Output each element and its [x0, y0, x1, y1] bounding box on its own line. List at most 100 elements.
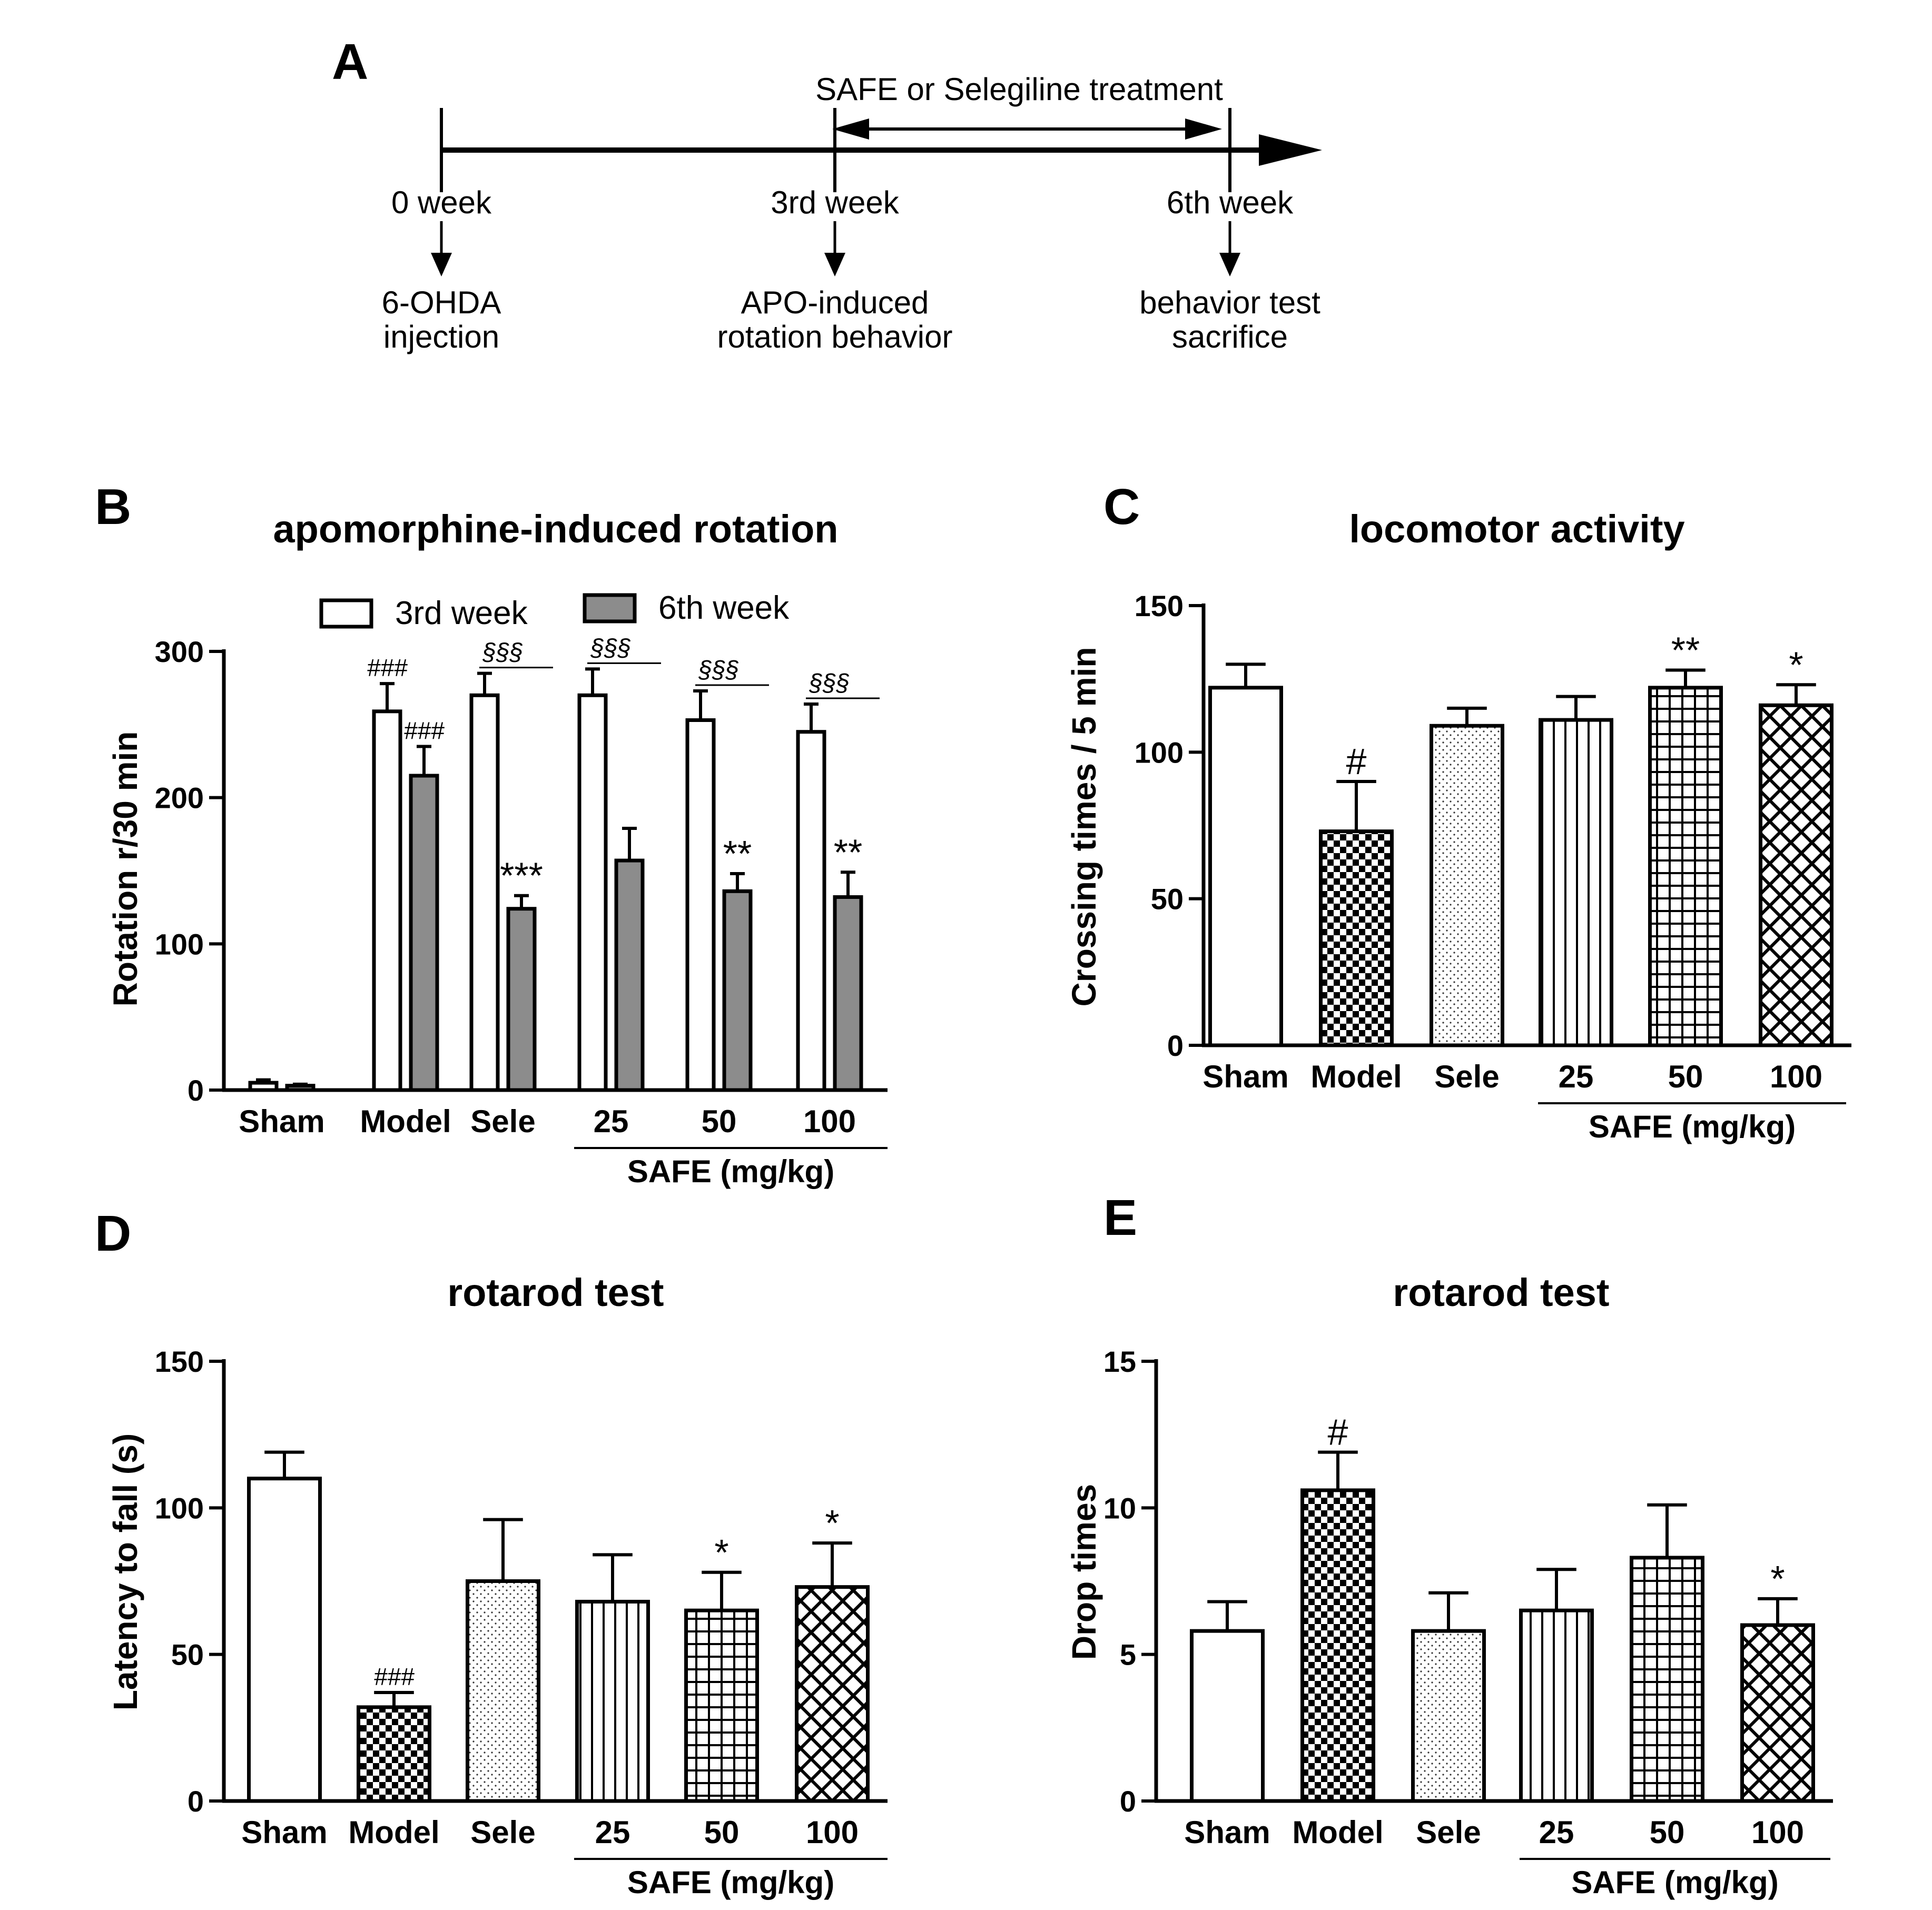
bar	[575, 1599, 650, 1803]
section-mark: §§§	[809, 669, 850, 696]
timeline-arrowhead	[1259, 134, 1322, 166]
significance-label: **	[834, 832, 862, 873]
bar	[614, 858, 645, 1092]
bar	[1300, 1488, 1375, 1803]
panel-letter-e: E	[1103, 1190, 1137, 1246]
x-tick-label: 100	[1770, 1059, 1822, 1094]
bar	[1319, 829, 1394, 1047]
rotarod-drop-chart: rotarod test Drop times 0 5 10 15 Sham Model Sel…	[1065, 1271, 1833, 1900]
x-tick-label: 50	[1650, 1815, 1685, 1850]
bar	[1208, 686, 1283, 1047]
y-tick-label: 50	[171, 1638, 204, 1671]
legend-swatch	[583, 593, 637, 624]
timeline-time: 3rd week	[771, 185, 899, 220]
y-tick-label: 100	[155, 1491, 204, 1525]
y-tick-label: 50	[1151, 883, 1184, 916]
x-tick-label: Sele	[1434, 1059, 1499, 1094]
y-tick-label: 150	[155, 1345, 204, 1378]
significance-label: **	[1671, 629, 1700, 670]
x-tick-label: Model	[348, 1815, 439, 1850]
section-mark: §§§	[482, 638, 524, 666]
timeline-event-line1: behavior test	[1139, 285, 1320, 320]
treatment-arrow-right	[1185, 118, 1222, 140]
treatment-label: SAFE or Selegiline treatment	[815, 72, 1223, 107]
chart-title: rotarod test	[447, 1271, 664, 1314]
significance-label: *	[825, 1502, 839, 1543]
bar	[1759, 703, 1834, 1047]
significance-label: **	[723, 833, 752, 874]
x-tick-label: 25	[1539, 1815, 1574, 1850]
y-tick-label: 100	[1135, 736, 1184, 769]
timeline-event-line2: injection	[383, 319, 499, 354]
bar	[796, 730, 826, 1092]
bar	[409, 774, 439, 1092]
timeline-panel: A SAFE or Selegiline treatment 0 week 6-…	[332, 34, 1322, 354]
locomotor-chart: locomotor activity Crossing times / 5 min…	[1065, 507, 1851, 1144]
rotation-chart: apomorphine-induced rotation Rotation r/3…	[106, 507, 888, 1189]
bar	[469, 693, 500, 1092]
timeline-time: 0 week	[391, 185, 492, 220]
x-tick-label: 50	[1668, 1059, 1703, 1094]
panel-letter-c: C	[1103, 479, 1140, 535]
y-tick-label: 5	[1120, 1638, 1136, 1671]
x-tick-label: Sham	[1202, 1059, 1288, 1094]
bar	[1539, 718, 1613, 1047]
y-tick-label: 100	[155, 927, 204, 961]
timeline-arrow-head	[824, 253, 845, 276]
timeline-event-line1: 6-OHDA	[382, 285, 501, 320]
group-label: SAFE (mg/kg)	[627, 1154, 834, 1189]
y-axis-label: Rotation r/30 min	[106, 731, 144, 1007]
group-label: SAFE (mg/kg)	[1589, 1109, 1796, 1144]
bar	[795, 1585, 870, 1803]
legend-label: 6th week	[658, 590, 790, 626]
x-tick-label: Sham	[239, 1104, 324, 1139]
x-tick-label: Sham	[1184, 1815, 1270, 1850]
y-tick-label: 300	[155, 635, 204, 668]
bar	[1430, 724, 1504, 1047]
y-tick-label: 10	[1103, 1491, 1136, 1525]
timeline-event-line2: sacrifice	[1172, 319, 1288, 354]
timeline-arrow-head	[431, 253, 452, 276]
x-tick-label: 25	[594, 1104, 629, 1139]
x-tick-label: Sham	[241, 1815, 327, 1850]
bar	[466, 1579, 540, 1803]
y-tick-label: 200	[155, 781, 204, 815]
legend-swatch	[319, 598, 373, 629]
section-mark: §§§	[590, 634, 632, 661]
y-axis-label: Latency to fall (s)	[106, 1433, 144, 1710]
panel-letter-b: B	[95, 479, 131, 535]
significance-label: *	[1770, 1558, 1785, 1599]
x-tick-label: Sele	[470, 1104, 535, 1139]
x-tick-label: 50	[704, 1815, 740, 1850]
section-mark: §§§	[698, 656, 740, 683]
bar	[1190, 1629, 1265, 1803]
bar	[247, 1477, 322, 1803]
significance-label: #	[1346, 741, 1367, 782]
y-tick-label: 15	[1103, 1345, 1136, 1378]
x-tick-label: Model	[1292, 1815, 1383, 1850]
bar	[1630, 1556, 1704, 1803]
y-tick-label: 0	[188, 1074, 204, 1107]
significance-label: ###	[404, 717, 445, 744]
bar	[685, 718, 716, 1092]
y-tick-label: 150	[1135, 589, 1184, 622]
timeline-point-2: 6th week behavior test sacrifice	[1139, 108, 1320, 354]
bar	[1411, 1629, 1486, 1803]
timeline-point-0: 0 week 6-OHDA injection	[382, 108, 501, 354]
group-label: SAFE (mg/kg)	[627, 1865, 834, 1900]
x-tick-label: Sele	[470, 1815, 535, 1850]
bar	[357, 1705, 431, 1803]
rotarod-latency-chart: rotarod test Latency to fall (s) 0 50 100 150…	[106, 1271, 888, 1900]
significance-label: *	[1789, 644, 1803, 685]
bar	[248, 1081, 279, 1092]
significance-label: ###	[374, 1663, 415, 1690]
x-tick-label: 50	[702, 1104, 737, 1139]
chart-title: rotarod test	[1393, 1271, 1609, 1314]
panel-letter-d: D	[95, 1205, 131, 1262]
bar	[577, 693, 608, 1092]
legend-label: 3rd week	[395, 595, 528, 631]
chart-title: locomotor activity	[1349, 507, 1684, 551]
y-axis-label: Drop times	[1065, 1484, 1103, 1660]
timeline-event-line2: rotation behavior	[717, 319, 953, 354]
